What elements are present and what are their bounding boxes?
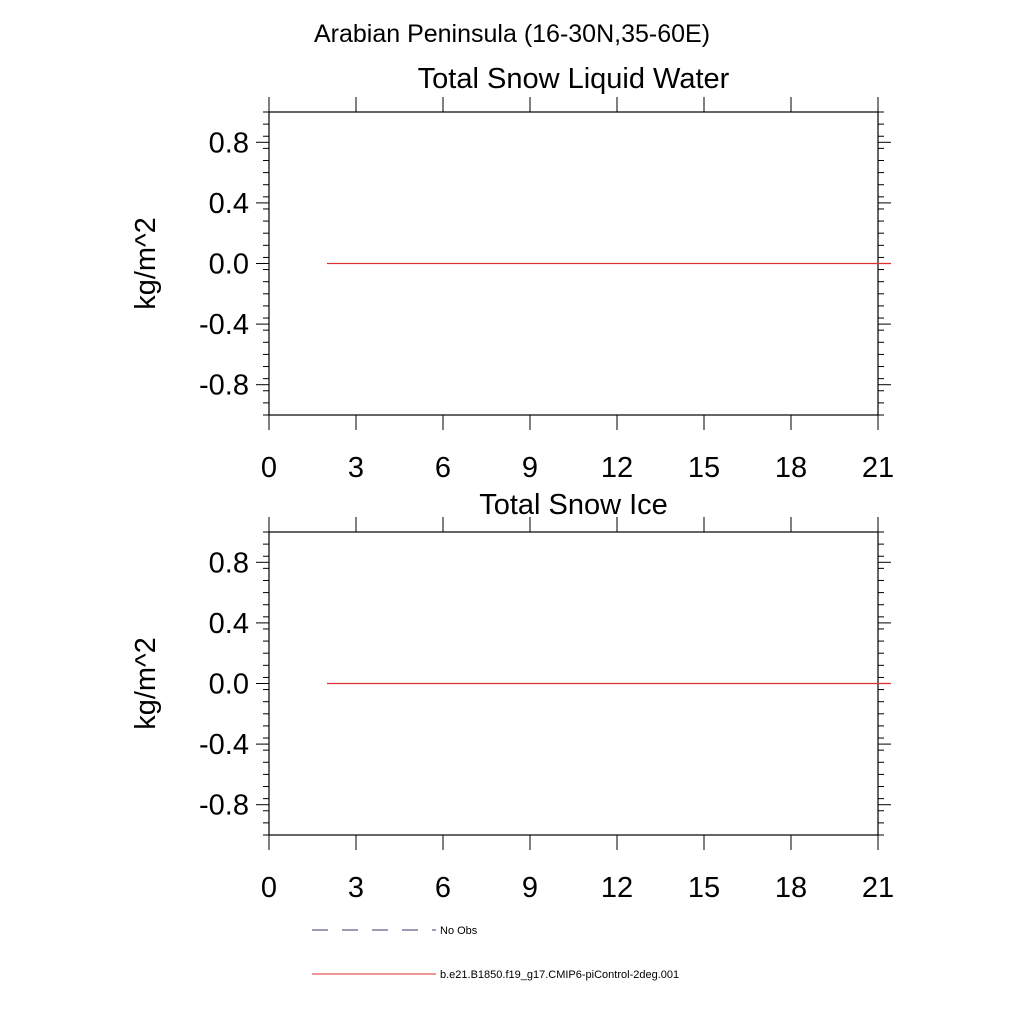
x-tick-label: 6 [435, 452, 451, 484]
chart-title: Total Snow Ice [479, 489, 668, 521]
x-tick-label: 21 [862, 452, 894, 484]
x-tick-label: 15 [688, 452, 720, 484]
legend: No Obs b.e21.B1850.f19_g17.CMIP6-piContro… [312, 925, 679, 981]
y-axis-label: kg/m^2 [130, 637, 162, 730]
x-tick-label: 3 [348, 872, 364, 904]
panel-total-snow-liquid-water: Total Snow Liquid Water kg/m^2 0.8 0.4 0.0 -0… [130, 63, 894, 484]
y-axis-label: kg/m^2 [130, 217, 162, 310]
panel-total-snow-ice: Total Snow Ice kg/m^2 0.8 0.4 0.0 -0.4 -0.8 0 3 6… [130, 489, 894, 904]
y-tick-label: 0.4 [209, 608, 249, 640]
y-tick-label: 0.0 [209, 249, 249, 281]
x-tick-label: 15 [688, 872, 720, 904]
y-tick-label: 0.0 [209, 669, 249, 701]
x-tick-label: 12 [601, 452, 633, 484]
y-tick-label: 0.8 [209, 547, 249, 579]
x-tick-label: 0 [261, 872, 277, 904]
x-tick-label: 18 [775, 872, 807, 904]
legend-label: b.e21.B1850.f19_g17.CMIP6-piControl-2deg… [440, 969, 679, 981]
legend-label: No Obs [440, 925, 478, 937]
y-tick-label: 0.4 [209, 188, 249, 220]
x-tick-label: 21 [862, 872, 894, 904]
x-tick-label: 0 [261, 452, 277, 484]
figure-title: Arabian Peninsula (16-30N,35-60E) [314, 20, 710, 48]
x-tick-label: 3 [348, 452, 364, 484]
y-tick-label: -0.4 [199, 729, 249, 761]
y-tick-label: 0.8 [209, 127, 249, 159]
y-tick-label: -0.4 [199, 309, 249, 341]
x-tick-label: 18 [775, 452, 807, 484]
x-tick-label: 9 [522, 872, 538, 904]
y-tick-label: -0.8 [199, 790, 249, 822]
chart-title: Total Snow Liquid Water [418, 63, 730, 95]
x-tick-label: 6 [435, 872, 451, 904]
x-tick-label: 12 [601, 872, 633, 904]
y-tick-label: -0.8 [199, 370, 249, 402]
x-tick-label: 9 [522, 452, 538, 484]
